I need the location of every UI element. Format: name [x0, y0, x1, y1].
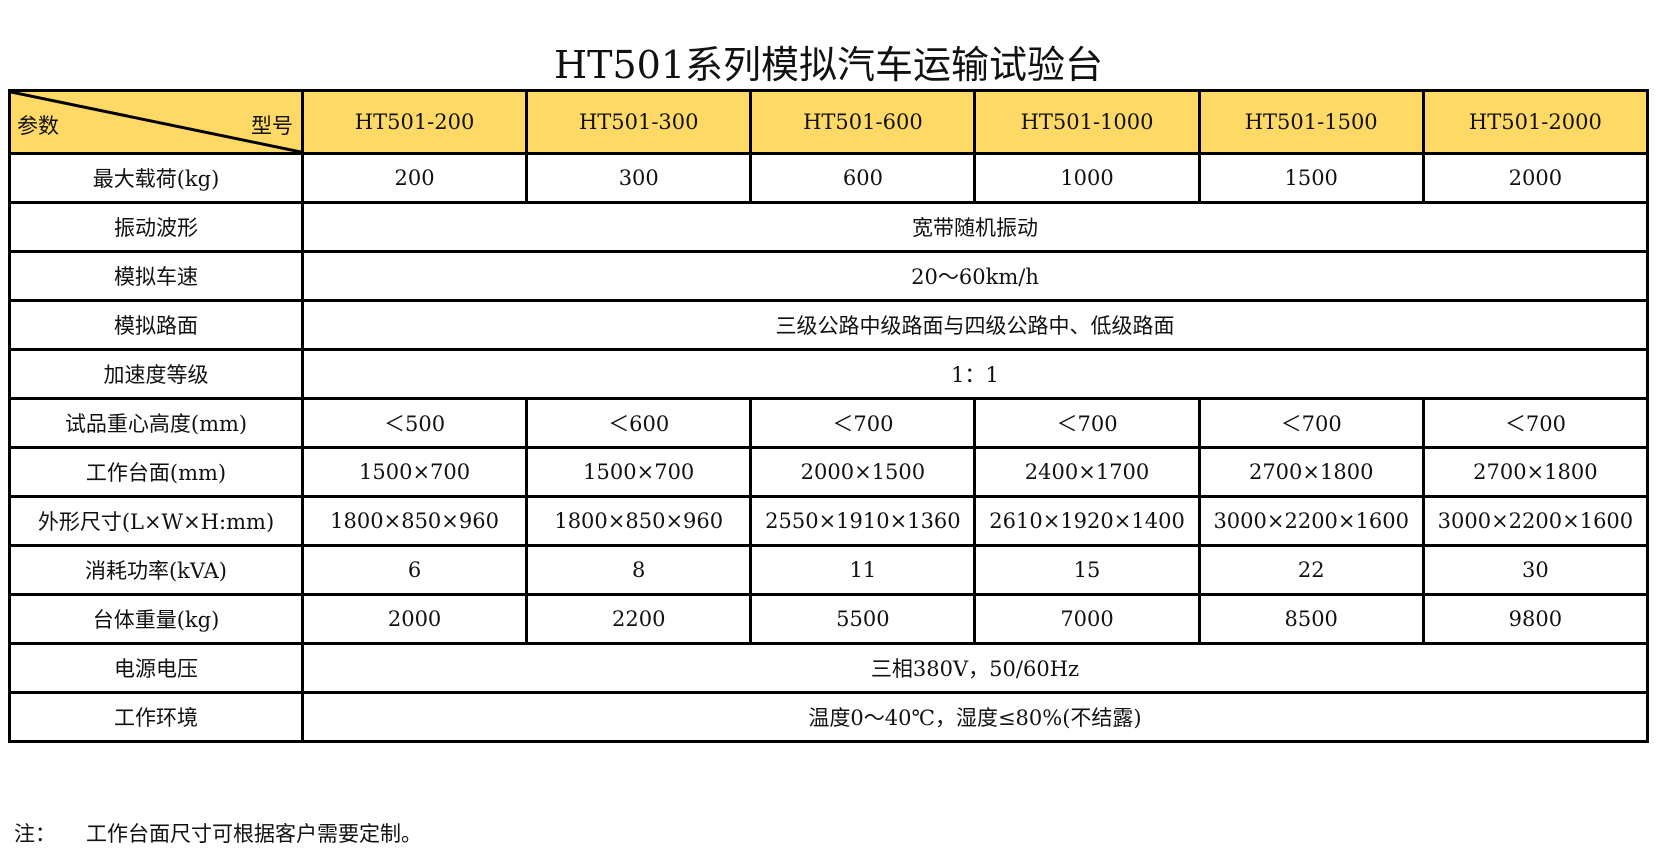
value-cell: 1800×850×960 [300, 495, 529, 547]
model-header-cell: HT501-2000 [1421, 89, 1650, 155]
table-row: 工作环境 温度0～40℃，湿度≤80%(不结露) [8, 691, 1649, 743]
merged-value-cell: 1：1 [301, 348, 1649, 400]
value-cell: 1800×850×960 [525, 495, 753, 547]
value-cell: 6 [300, 544, 529, 596]
model-header-cell: HT501-1000 [973, 89, 1201, 155]
merged-value-cell: 三级公路中级路面与四级公路中、低级路面 [301, 299, 1649, 351]
value-cell: 300 [525, 152, 753, 204]
table-row: 振动波形 宽带随机振动 [8, 201, 1649, 253]
model-header-cell: HT501-1500 [1197, 89, 1425, 155]
row-label: 试品重心高度(mm) [8, 397, 304, 449]
value-cell: 600 [749, 152, 977, 204]
merged-value-cell: 宽带随机振动 [301, 201, 1649, 253]
value-cell: 3000×2200×1600 [1197, 495, 1425, 547]
row-label: 模拟车速 [8, 250, 304, 302]
value-cell: 2700×1800 [1197, 446, 1425, 498]
row-label: 工作环境 [8, 691, 304, 743]
table-row: 工作台面(mm) 1500×700 1500×700 2000×1500 2400×17… [8, 446, 1650, 498]
value-cell: 2000 [1421, 152, 1650, 204]
row-label: 台体重量(kg) [8, 593, 304, 645]
value-cell: ＜600 [525, 397, 753, 449]
param-label: 参数 [17, 114, 59, 138]
row-label: 工作台面(mm) [8, 446, 304, 498]
model-header-cell: HT501-600 [749, 89, 977, 155]
value-cell: 2000×1500 [749, 446, 977, 498]
diagonal-line [11, 92, 301, 152]
diagonal-header-cell: 参数 型号 [8, 89, 304, 155]
value-cell: 8 [525, 544, 753, 596]
model-header-cell: HT501-200 [300, 89, 529, 155]
model-header-cell: HT501-300 [525, 89, 753, 155]
value-cell: 5500 [749, 593, 977, 645]
table-row: 试品重心高度(mm) ＜500 ＜600 ＜700 ＜700 ＜700 ＜700 [8, 397, 1650, 449]
value-cell: ＜700 [1197, 397, 1425, 449]
row-label: 最大载荷(kg) [8, 152, 304, 204]
value-cell: 11 [749, 544, 977, 596]
value-cell: 1500×700 [300, 446, 529, 498]
value-cell: 3000×2200×1600 [1421, 495, 1650, 547]
value-cell: 1500 [1197, 152, 1425, 204]
table-row: 模拟车速 20～60km/h [8, 250, 1649, 302]
row-label: 加速度等级 [8, 348, 304, 400]
value-cell: ＜500 [300, 397, 529, 449]
table-row: 台体重量(kg) 2000 2200 5500 7000 8500 9800 [8, 593, 1650, 645]
footnote: 注： 工作台面尺寸可根据客户需要定制。 [14, 818, 422, 848]
row-label: 振动波形 [8, 201, 304, 253]
table-row: 电源电压 三相380V，50/60Hz [8, 642, 1649, 694]
value-cell: 2000 [300, 593, 529, 645]
row-label: 电源电压 [8, 642, 304, 694]
table-row: 外形尺寸(L×W×H:mm) 1800×850×960 1800×850×960 25… [8, 495, 1650, 547]
merged-value-cell: 温度0～40℃，湿度≤80%(不结露) [301, 691, 1649, 743]
value-cell: 2610×1920×1400 [973, 495, 1201, 547]
value-cell: 1500×700 [525, 446, 753, 498]
value-cell: 2200 [525, 593, 753, 645]
value-cell: 2550×1910×1360 [749, 495, 977, 547]
note-prefix: 注： [14, 822, 56, 846]
row-label: 消耗功率(kVA) [8, 544, 304, 596]
value-cell: 22 [1197, 544, 1425, 596]
value-cell: 8500 [1197, 593, 1425, 645]
row-label: 外形尺寸(L×W×H:mm) [8, 495, 304, 547]
value-cell: 1000 [973, 152, 1201, 204]
spec-table: 参数 型号 HT501-200 HT501-300 HT501-600 HT501-1… [8, 89, 1650, 743]
value-cell: 15 [973, 544, 1201, 596]
note-text: 工作台面尺寸可根据客户需要定制。 [86, 822, 422, 846]
model-label: 型号 [251, 114, 293, 138]
value-cell: 2700×1800 [1421, 446, 1650, 498]
table-row: 最大载荷(kg) 200 300 600 1000 1500 2000 [8, 152, 1650, 204]
table-row: 模拟路面 三级公路中级路面与四级公路中、低级路面 [8, 299, 1649, 351]
row-label: 模拟路面 [8, 299, 304, 351]
value-cell: 200 [300, 152, 529, 204]
value-cell: ＜700 [1421, 397, 1650, 449]
value-cell: 9800 [1421, 593, 1650, 645]
table-row: 消耗功率(kVA) 6 8 11 15 22 30 [8, 544, 1650, 596]
merged-value-cell: 三相380V，50/60Hz [301, 642, 1649, 694]
value-cell: 2400×1700 [973, 446, 1201, 498]
table-row: 加速度等级 1：1 [8, 348, 1649, 400]
page-title: HT501系列模拟汽车运输试验台 [553, 43, 1104, 87]
value-cell: ＜700 [749, 397, 977, 449]
value-cell: ＜700 [973, 397, 1201, 449]
value-cell: 7000 [973, 593, 1201, 645]
header-row: 参数 型号 HT501-200 HT501-300 HT501-600 HT501-1… [8, 89, 1650, 155]
value-cell: 30 [1421, 544, 1650, 596]
merged-value-cell: 20～60km/h [301, 250, 1649, 302]
